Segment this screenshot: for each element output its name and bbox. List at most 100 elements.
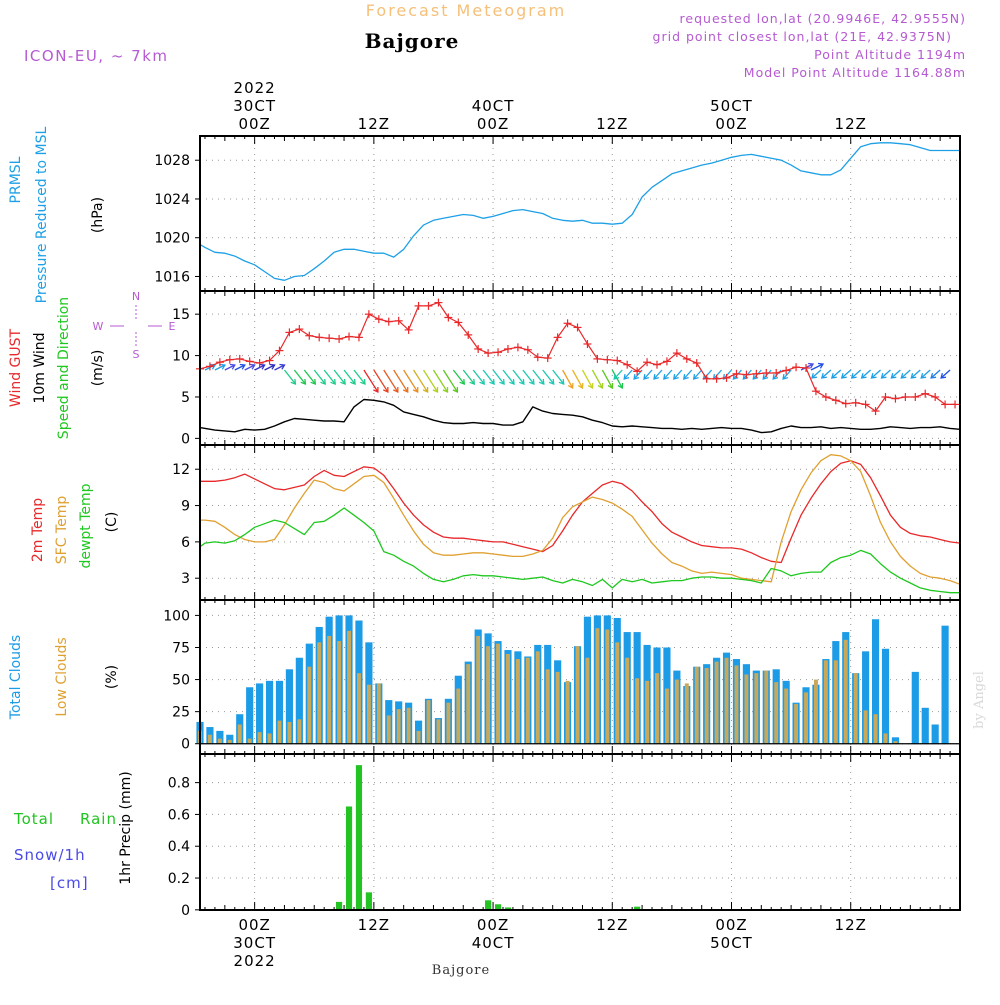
total-cloud-bar <box>295 657 303 744</box>
low-cloud-bar <box>645 680 650 744</box>
wind-arrow-head <box>279 363 286 370</box>
wind-arrow <box>393 369 409 393</box>
low-cloud-bar <box>615 642 620 744</box>
wind-arrow <box>522 369 535 385</box>
wind-arrow <box>293 369 306 385</box>
low-cloud-bar <box>605 629 610 744</box>
legend-rain: Rain <box>80 810 117 828</box>
wind-arrow-head <box>860 373 867 379</box>
wind-arrow <box>861 369 872 379</box>
wind-arrow <box>383 369 399 393</box>
low-cloud-bar <box>476 635 481 744</box>
bottom-time-label: 2022 <box>234 952 276 970</box>
low-cloud-bar <box>436 719 441 744</box>
top-time-label: 00Z <box>477 115 509 133</box>
wind-arrow-head <box>940 373 947 379</box>
low-cloud-bar <box>287 721 292 744</box>
low-cloud-bar <box>804 692 808 744</box>
gust-line <box>199 302 955 412</box>
wind-arrow-head <box>350 378 356 385</box>
wind-arrow <box>581 369 594 389</box>
dewpoint-line <box>199 507 960 594</box>
low-cloud-bar <box>595 628 600 744</box>
wind-arrow-head <box>459 378 466 385</box>
low-cloud-bar <box>714 661 719 744</box>
wind-arrow-head <box>808 362 815 369</box>
y-tick-label: 5 <box>181 390 190 406</box>
total-cloud-bar <box>226 734 234 744</box>
low-cloud-bar <box>297 719 302 744</box>
precip-bar <box>485 900 492 910</box>
low-cloud-bar <box>794 703 799 744</box>
wind-arrow <box>283 369 296 385</box>
total-cloud-bar <box>246 687 254 744</box>
y-tick-label: 0 <box>181 903 190 919</box>
low-cloud-bar <box>426 700 431 744</box>
precip-bar <box>504 907 512 910</box>
low-clouds-label: Low Clouds <box>54 637 70 716</box>
wind-arrow <box>810 363 824 371</box>
temp2m-label: 2m Temp <box>30 498 46 562</box>
low-cloud-bar <box>545 669 550 744</box>
low-cloud-bar <box>655 673 659 744</box>
low-cloud-bar <box>217 738 222 744</box>
wind-arrow <box>303 369 316 385</box>
wind-arrow-head <box>672 373 679 380</box>
low-cloud-bar <box>853 673 858 744</box>
wind-arrow-head <box>643 373 649 380</box>
y-tick-label: 100 <box>163 608 190 624</box>
low-cloud-bar <box>754 673 759 744</box>
clouds-unit: (%) <box>104 665 120 689</box>
y-tick-label: 1028 <box>154 153 190 169</box>
wind-arrow <box>442 369 458 393</box>
wind-arrow <box>512 369 525 385</box>
wind-arrow-head <box>269 363 276 370</box>
wind-arrow-head <box>442 387 449 394</box>
clouds-panel: 0 25 50 75 100 Total Clouds Low Clouds (%) <box>8 599 961 755</box>
wind-arrow-head <box>469 378 476 385</box>
y-tick-label: 9 <box>181 499 190 515</box>
y-tick-label: 0.8 <box>168 776 190 792</box>
low-cloud-bar <box>784 688 789 744</box>
wind-arrow <box>482 369 495 385</box>
low-cloud-bar <box>207 734 212 744</box>
low-cloud-bar <box>486 646 491 744</box>
info-point-altitude: Point Altitude 1194m <box>814 47 966 62</box>
bottom-time-label: 00Z <box>238 916 270 934</box>
legend-snow-unit: [cm] <box>50 874 89 892</box>
low-cloud-bar <box>873 714 878 744</box>
wind-arrow <box>422 369 439 393</box>
wind-arrow-head <box>558 378 565 385</box>
info-requested: requested lon,lat (20.9946E, 42.9555N) <box>680 11 966 26</box>
low-cloud-bar <box>843 639 848 744</box>
low-cloud-bar <box>744 674 749 744</box>
wind-arrow-head <box>310 378 317 385</box>
low-cloud-bar <box>456 688 461 744</box>
low-cloud-bar <box>724 657 729 744</box>
wind-arrow-head <box>452 387 459 394</box>
location-title: Bajgore <box>365 29 460 53</box>
low-cloud-bar <box>356 673 361 744</box>
y-tick-label: 6 <box>181 535 190 551</box>
low-cloud-bar <box>525 657 530 744</box>
wind-arrow-head <box>607 382 614 390</box>
wind-arrow-head <box>762 373 769 380</box>
wind-arrow <box>502 369 515 385</box>
compass-north: N <box>132 290 140 303</box>
wind-arrow-head <box>920 373 927 379</box>
bottom-time-label: 00Z <box>715 916 747 934</box>
wind-arrow-head <box>393 387 399 394</box>
low-cloud-bar <box>466 664 471 744</box>
total-clouds-label: Total Clouds <box>8 635 24 720</box>
precip-bar <box>355 765 363 910</box>
wind-arrow <box>800 363 814 371</box>
low-cloud-bar <box>515 659 520 744</box>
wind-arrow-head <box>249 363 256 370</box>
wind-arrow <box>224 364 236 371</box>
wind-arrow <box>244 364 255 371</box>
panel-frame <box>199 753 961 911</box>
wind-arrow <box>452 369 465 385</box>
wind-arrow <box>841 369 852 379</box>
y-tick-label: 1016 <box>154 269 190 285</box>
